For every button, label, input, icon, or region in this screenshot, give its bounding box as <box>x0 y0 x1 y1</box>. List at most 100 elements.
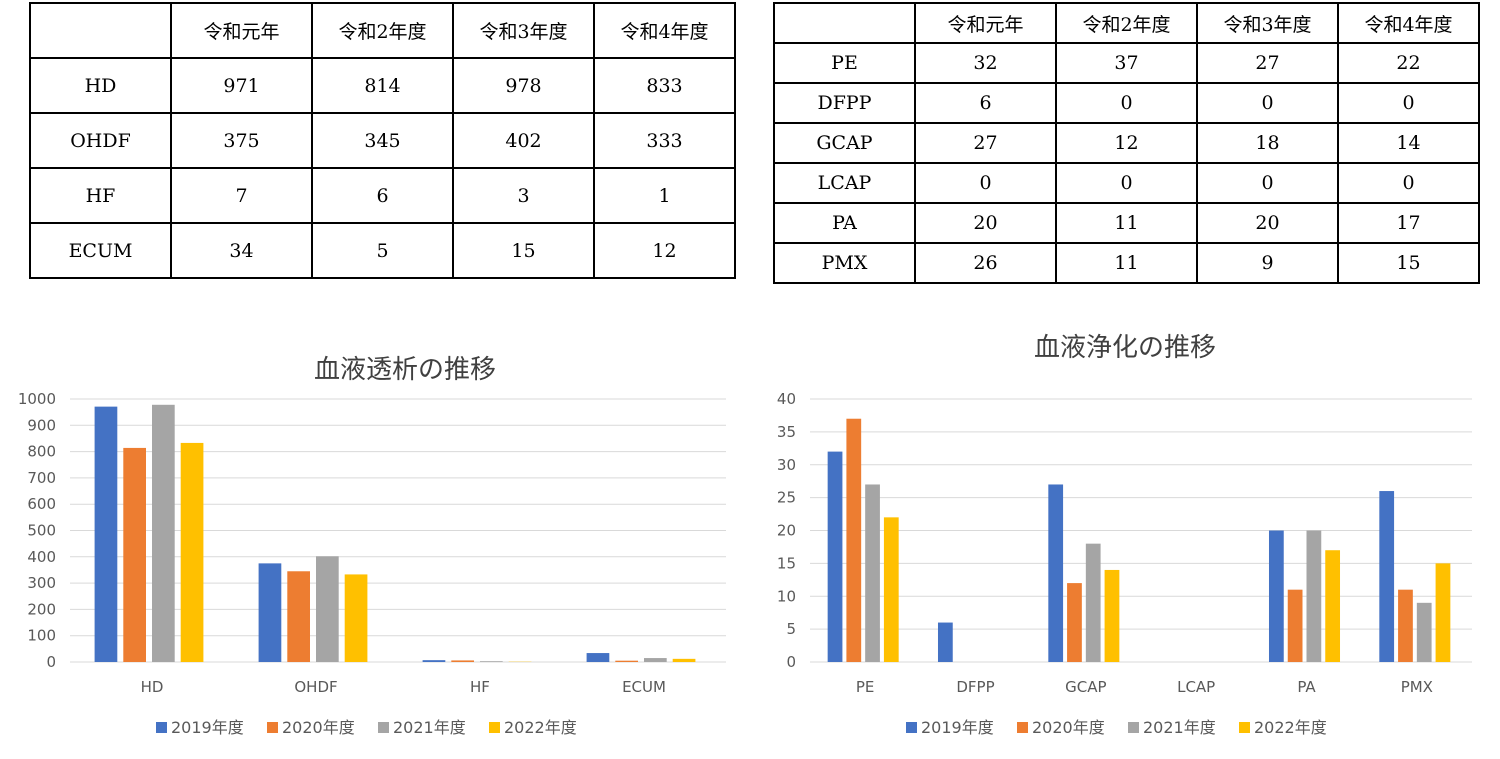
chart-title: 血液浄化の推移 <box>1034 333 1216 363</box>
table-cell: 0 <box>1337 162 1480 204</box>
bar <box>287 571 310 662</box>
bar <box>644 658 667 662</box>
table-cell: 27 <box>914 122 1057 164</box>
y-tick-label: 30 <box>777 456 796 474</box>
y-tick-label: 900 <box>27 416 56 434</box>
table-cell: 7 <box>170 167 313 224</box>
bar <box>1416 602 1432 662</box>
legend-swatch <box>156 722 167 733</box>
y-tick-label: 400 <box>27 548 56 566</box>
table-cell: 0 <box>1196 82 1339 124</box>
table-cell: 402 <box>452 112 595 169</box>
table-cell: 6 <box>914 82 1057 124</box>
bar <box>846 418 862 662</box>
x-tick-label: ECUM <box>622 678 666 696</box>
table-header-cell: 令和4年度 <box>593 2 736 59</box>
table-header-cell: 令和2年度 <box>311 2 454 59</box>
y-tick-label: 40 <box>777 390 796 408</box>
legend-swatch <box>1239 722 1250 733</box>
table-row: PMX 26 11 9 15 <box>773 242 1480 284</box>
table-cell: 34 <box>170 222 313 279</box>
table-row: HF 7 6 3 1 <box>29 167 736 224</box>
bar <box>615 660 638 662</box>
y-tick-label: 1000 <box>18 390 56 408</box>
dialysis-bar-chart: 血液透析の推移 0 100 200 300 400 500 600 700 800 900 1000 H… <box>18 355 726 737</box>
bar <box>1325 550 1341 662</box>
table-cell: 22 <box>1337 42 1480 84</box>
table-cell: 26 <box>914 242 1057 284</box>
y-tick-label: 800 <box>27 443 56 461</box>
legend-swatch <box>906 722 917 733</box>
bar <box>180 442 204 662</box>
x-tick-label: GCAP <box>1065 678 1106 696</box>
table-cell: 27 <box>1196 42 1339 84</box>
legend-swatch <box>1017 722 1028 733</box>
table-cell: 375 <box>170 112 313 169</box>
bar <box>1435 563 1451 662</box>
table-cell: 11 <box>1055 242 1198 284</box>
table-cell: 17 <box>1337 202 1480 244</box>
legend-label: 2022年度 <box>504 718 577 737</box>
table-cell: 0 <box>1055 162 1198 204</box>
table-header-cell: 令和2年度 <box>1055 2 1198 44</box>
table-cell: 971 <box>170 57 313 114</box>
table-cell: 6 <box>311 167 454 224</box>
bar <box>1398 589 1413 662</box>
table-cell: 20 <box>914 202 1057 244</box>
y-tick-label: 0 <box>46 653 56 671</box>
legend-label: 2022年度 <box>1254 718 1327 737</box>
bar <box>827 451 843 662</box>
table-row: PA 20 11 20 17 <box>773 202 1480 244</box>
y-tick-label: 0 <box>786 653 796 671</box>
table-header-cell: 令和4年度 <box>1337 2 1480 44</box>
x-tick-label: LCAP <box>1177 678 1215 696</box>
table-cell: 1 <box>593 167 736 224</box>
legend-label: 2021年度 <box>1143 718 1216 737</box>
table-cell: 12 <box>1055 122 1198 164</box>
table-cell: 0 <box>1337 82 1480 124</box>
y-tick-label: 15 <box>777 554 796 572</box>
legend-label: 2019年度 <box>921 718 994 737</box>
y-tick-label: 25 <box>777 489 796 507</box>
bar <box>480 661 503 662</box>
bar <box>1067 583 1082 662</box>
bar <box>123 447 146 662</box>
table-cell: 345 <box>311 112 454 169</box>
table-header-cell <box>29 2 172 59</box>
bar <box>451 660 474 662</box>
table-cell: 0 <box>914 162 1057 204</box>
purification-bar-chart: 血液浄化の推移 0 5 10 15 20 25 30 35 40 PE DFPP GCAP LCAP PA P… <box>777 333 1472 737</box>
table-cell: 814 <box>311 57 454 114</box>
legend-swatch <box>267 722 278 733</box>
row-label-cell: GCAP <box>773 122 916 164</box>
table-cell: 833 <box>593 57 736 114</box>
row-label-cell: OHDF <box>29 112 172 169</box>
bar <box>865 484 880 662</box>
table-cell: 9 <box>1196 242 1339 284</box>
x-tick-label: PA <box>1297 678 1316 696</box>
x-tick-label: OHDF <box>294 678 337 696</box>
table-cell: 333 <box>593 112 736 169</box>
table-row: HD 971 814 978 833 <box>29 57 736 114</box>
bar <box>1085 543 1101 662</box>
row-label-cell: DFPP <box>773 82 916 124</box>
y-tick-label: 700 <box>27 469 56 487</box>
table-row: OHDF 375 345 402 333 <box>29 112 736 169</box>
chart-title: 血液透析の推移 <box>314 355 496 385</box>
x-tick-label: HF <box>470 678 490 696</box>
table-header-cell: 令和元年 <box>914 2 1057 44</box>
bar <box>344 574 368 662</box>
table-row: LCAP 0 0 0 0 <box>773 162 1480 204</box>
table-header-cell: 令和3年度 <box>452 2 595 59</box>
table-cell: 14 <box>1337 122 1480 164</box>
table-cell: 5 <box>311 222 454 279</box>
row-label-cell: PA <box>773 202 916 244</box>
table-cell: 978 <box>452 57 595 114</box>
x-tick-label: DFPP <box>956 678 994 696</box>
row-label-cell: PE <box>773 42 916 84</box>
row-label-cell: LCAP <box>773 162 916 204</box>
x-tick-label: PMX <box>1401 678 1433 696</box>
row-label-cell: HF <box>29 167 172 224</box>
bar <box>152 404 175 662</box>
bar <box>1048 484 1064 662</box>
